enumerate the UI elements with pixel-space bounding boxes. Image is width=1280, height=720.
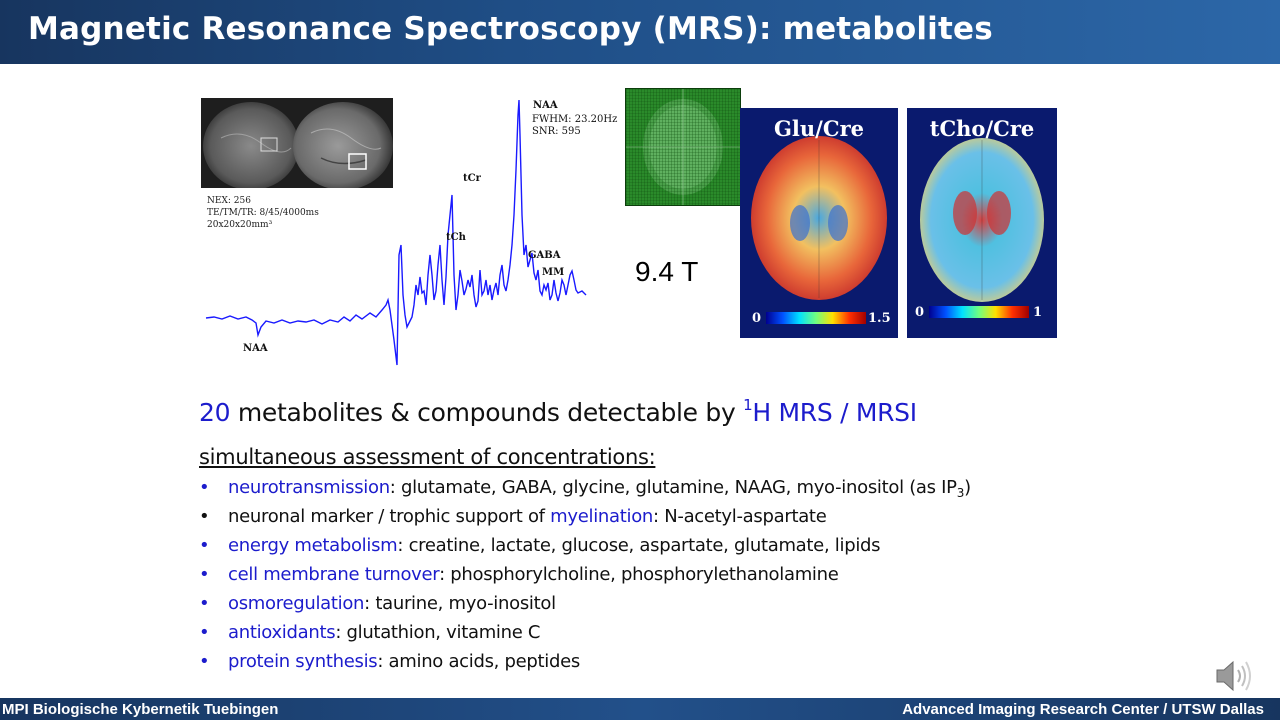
list-item: • protein synthesis: amino acids, peptide… [199, 651, 971, 680]
title-bar: Magnetic Resonance Spectroscopy (MRS): m… [0, 0, 1280, 64]
headline-sup: 1 [743, 396, 753, 414]
footer-left: MPI Biologische Kybernetik Tuebingen [2, 701, 279, 718]
colorbar-tcho-min: 0 [915, 305, 925, 320]
param-voxel: 20x20x20mm³ [207, 220, 273, 230]
label-tch: tCh [446, 232, 466, 243]
list-item: • osmoregulation: taurine, myo-inositol [199, 593, 971, 622]
headline: 20 metabolites & compounds detectable by… [199, 396, 917, 427]
mr-brain-image [201, 98, 393, 188]
footer-right: Advanced Imaging Research Center / UTSW … [902, 701, 1264, 718]
metabolite-list: • neurotransmission: glutamate, GABA, gly… [199, 477, 971, 680]
colorbar-glu-max: 1.5 [868, 311, 891, 326]
colorbar-tcho-max: 1 [1033, 305, 1043, 320]
list-item: • neurotransmission: glutamate, GABA, gly… [199, 477, 971, 506]
headline-text: metabolites & compounds detectable by [230, 398, 744, 427]
naa-peak-info: FWHM: 23.20Hz SNR: 595 [532, 114, 617, 138]
bullet-term: antioxidants [228, 622, 336, 643]
label-mm: MM [542, 267, 565, 278]
label-gaba: GABA [528, 250, 561, 261]
footer-bar: MPI Biologische Kybernetik Tuebingen Adv… [0, 698, 1280, 720]
map-tcho-cre: tCho/Cre 0 1 [907, 108, 1057, 338]
colorbar-glu [766, 312, 866, 324]
slide-title: Magnetic Resonance Spectroscopy (MRS): m… [28, 11, 993, 47]
bullet-text: : glutamate, GABA, glycine, glutamine, N… [389, 477, 957, 498]
label-naa-bottom: NAA [243, 343, 268, 354]
naa-fwhm: FWHM: 23.20Hz [532, 114, 618, 125]
bullet-dot: • [199, 622, 210, 643]
naa-snr: SNR: 595 [532, 126, 581, 137]
param-nex: NEX: 256 [207, 196, 251, 206]
field-strength: 9.4 T [635, 256, 699, 287]
label-naa-top: NAA [533, 100, 558, 111]
bullet-tail: ) [964, 477, 971, 498]
spectrum-line [205, 99, 587, 366]
bullet-term: osmoregulation [228, 593, 365, 614]
colorbar-tcho [929, 306, 1029, 318]
colorbar-glu-min: 0 [752, 311, 762, 326]
bullet-prefix: neuronal marker / trophic support of [228, 506, 551, 527]
bullet-term: cell membrane turnover [228, 564, 440, 585]
bullet-term: energy metabolism [228, 535, 398, 556]
bullet-dot: • [199, 477, 210, 498]
list-item: • neuronal marker / trophic support of my… [199, 506, 971, 535]
list-item: • cell membrane turnover: phosphorylcholi… [199, 564, 971, 593]
list-item: • energy metabolism: creatine, lactate, g… [199, 535, 971, 564]
bullet-term: protein synthesis [228, 651, 378, 672]
speaker-icon[interactable] [1213, 656, 1255, 696]
bullet-dot: • [199, 506, 210, 527]
headline-count: 20 [199, 398, 231, 427]
mr-spectrum [205, 99, 587, 366]
bullet-dot: • [199, 564, 210, 585]
map-glu-cre: Glu/Cre 0 1.5 [740, 108, 898, 338]
map-glu-cre-title: Glu/Cre [774, 116, 864, 141]
label-tcr: tCr [463, 173, 481, 184]
bullet-text: : N-acetyl-aspartate [653, 506, 827, 527]
bullet-text: : amino acids, peptides [377, 651, 580, 672]
bullet-subscript: 3 [956, 486, 965, 500]
bullet-term: myelination [550, 506, 654, 527]
bullet-text: : glutathion, vitamine C [335, 622, 541, 643]
list-item: • antioxidants: glutathion, vitamine C [199, 622, 971, 651]
bullet-text: : taurine, myo-inositol [364, 593, 556, 614]
bullet-text: : phosphorylcholine, phosphorylethanolam… [439, 564, 839, 585]
bullet-dot: • [199, 535, 210, 556]
bullet-dot: • [199, 593, 210, 614]
map-tcho-cre-title: tCho/Cre [929, 116, 1035, 141]
bullet-term: neurotransmission [228, 477, 390, 498]
bullet-text: : creatine, lactate, glucose, aspartate,… [397, 535, 881, 556]
acquisition-params: NEX: 256 TE/TM/TR: 8/45/4000ms 20x20x20m… [207, 195, 319, 231]
subheading: simultaneous assessment of concentration… [199, 445, 656, 469]
headline-method: H MRS / MRSI [752, 398, 917, 427]
mr-grid-image [625, 88, 741, 206]
param-timing: TE/TM/TR: 8/45/4000ms [207, 208, 319, 218]
bullet-dot: • [199, 651, 210, 672]
